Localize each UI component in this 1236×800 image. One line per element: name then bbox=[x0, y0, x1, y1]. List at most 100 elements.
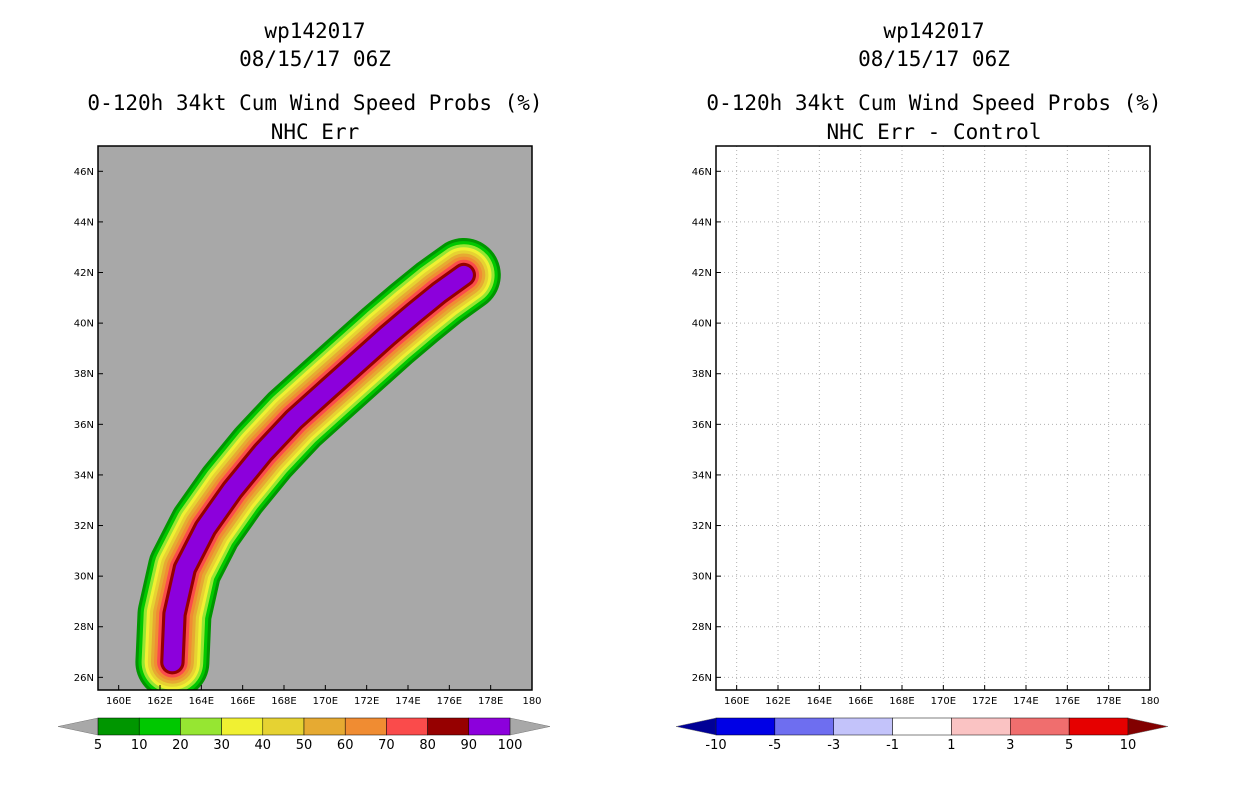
colorbar-label: 10 bbox=[1120, 738, 1137, 753]
colorbar-segment bbox=[97, 717, 140, 736]
colorbar-segment bbox=[427, 717, 470, 736]
y-tick-label: 40N bbox=[692, 319, 712, 330]
right-chart-title: 0-120h 34kt Cum Wind Speed Probs (%) bbox=[706, 91, 1162, 115]
colorbar: 5 10 20 30 40 50 60 70 80 90 100 bbox=[57, 717, 551, 753]
x-tick-label: 166E bbox=[230, 696, 255, 707]
x-tick-label: 164E bbox=[807, 696, 832, 707]
x-tick-label: 166E bbox=[848, 696, 873, 707]
x-tick-label: 174E bbox=[1013, 696, 1038, 707]
y-tick-label: 34N bbox=[692, 470, 712, 481]
x-tick-label: 160E bbox=[724, 696, 749, 707]
colorbar-segment bbox=[180, 717, 222, 736]
right-chart-subtitle: NHC Err - Control bbox=[826, 120, 1042, 144]
x-tick-label: 180 bbox=[1140, 696, 1159, 707]
x-tick-label: 174E bbox=[395, 696, 420, 707]
colorbar-label: -10 bbox=[705, 738, 726, 753]
x-tick-label: 162E bbox=[147, 696, 172, 707]
colorbar-label: -3 bbox=[827, 738, 840, 753]
y-tick-label: 32N bbox=[692, 521, 712, 532]
plot-frame bbox=[97, 145, 533, 691]
x-tick-label: 178E bbox=[478, 696, 503, 707]
contour-90 bbox=[163, 265, 473, 672]
x-tick-label: 162E bbox=[765, 696, 790, 707]
x-tick-label: 172E bbox=[354, 696, 379, 707]
left-storm-id: wp142017 bbox=[264, 19, 366, 43]
x-tick-label: 178E bbox=[1096, 696, 1121, 707]
y-tick-label: 36N bbox=[692, 420, 712, 431]
colorbar-segment bbox=[138, 717, 181, 736]
x-tick-label: 164E bbox=[189, 696, 214, 707]
colorbar-label: 1 bbox=[947, 738, 955, 753]
x-tick-label: 160E bbox=[106, 696, 131, 707]
right-wind-prob-diff-chart: 160E 162E 164E 166E 168E 170E 172E 174E 176E 178E… bbox=[675, 145, 1169, 753]
y-tick-label: 26N bbox=[692, 673, 712, 684]
colorbar: -10 -5 -3 -1 1 3 5 10 bbox=[675, 717, 1169, 753]
x-tick-label: 176E bbox=[1055, 696, 1080, 707]
colorbar-label: 5 bbox=[94, 738, 102, 753]
colorbar-label: 50 bbox=[296, 738, 313, 753]
colorbar-segment bbox=[221, 717, 264, 736]
colorbar-label: 80 bbox=[419, 738, 436, 753]
y-tick-label: 32N bbox=[74, 521, 94, 532]
colorbar-label: 3 bbox=[1006, 738, 1014, 753]
colorbar-label: 10 bbox=[131, 738, 148, 753]
colorbar-label: 30 bbox=[213, 738, 230, 753]
x-tick-label: 170E bbox=[313, 696, 338, 707]
left-datetime: 08/15/17 06Z bbox=[239, 47, 391, 71]
y-tick-label: 36N bbox=[74, 420, 94, 431]
left-chart-title: 0-120h 34kt Cum Wind Speed Probs (%) bbox=[87, 91, 543, 115]
y-tick-label: 28N bbox=[692, 622, 712, 633]
colorbar-label: 5 bbox=[1065, 738, 1073, 753]
colorbar-label: 20 bbox=[172, 738, 189, 753]
y-tick-label: 40N bbox=[74, 319, 94, 330]
colorbar-high-arrow bbox=[509, 717, 551, 736]
colorbar-segment bbox=[951, 717, 1011, 736]
colorbar-segment bbox=[833, 717, 893, 736]
y-tick-label: 28N bbox=[74, 622, 94, 633]
probability-contours bbox=[135, 238, 501, 690]
colorbar-low-arrow bbox=[675, 717, 717, 736]
x-tick-label: 176E bbox=[437, 696, 462, 707]
y-tick-label: 42N bbox=[74, 268, 94, 279]
colorbar-segment bbox=[262, 717, 305, 736]
colorbar-segment bbox=[468, 717, 511, 736]
colorbar-label: -5 bbox=[768, 738, 781, 753]
x-tick-label: 170E bbox=[931, 696, 956, 707]
left-wind-prob-chart: 160E 162E 164E 166E 168E 170E 172E 174E 176E 178E… bbox=[57, 145, 551, 753]
right-storm-id: wp142017 bbox=[883, 19, 985, 43]
colorbar-high-arrow bbox=[1127, 717, 1169, 736]
colorbar-segment bbox=[1068, 717, 1129, 736]
plot-background bbox=[716, 146, 1150, 690]
y-tick-label: 46N bbox=[692, 167, 712, 178]
x-tick-label: 168E bbox=[271, 696, 296, 707]
colorbar-label: -1 bbox=[886, 738, 899, 753]
y-tick-label: 44N bbox=[692, 217, 712, 228]
y-tick-label: 46N bbox=[74, 167, 94, 178]
colorbar-segment bbox=[774, 717, 834, 736]
y-tick-label: 26N bbox=[74, 673, 94, 684]
colorbar-low-arrow bbox=[57, 717, 99, 736]
y-tick-label: 38N bbox=[692, 369, 712, 380]
colorbar-segment bbox=[344, 717, 387, 736]
left-chart-subtitle: NHC Err bbox=[270, 120, 360, 144]
colorbar-label: 70 bbox=[378, 738, 395, 753]
colorbar-segment bbox=[303, 717, 346, 736]
y-tick-label: 30N bbox=[692, 572, 712, 583]
x-tick-label: 168E bbox=[889, 696, 914, 707]
colorbar-segment bbox=[892, 717, 952, 736]
x-tick-label: 180 bbox=[522, 696, 541, 707]
x-tick-label: 172E bbox=[972, 696, 997, 707]
colorbar-segment bbox=[715, 717, 776, 736]
y-tick-label: 34N bbox=[74, 470, 94, 481]
colorbar-label: 40 bbox=[255, 738, 272, 753]
colorbar-label: 60 bbox=[337, 738, 354, 753]
y-tick-label: 42N bbox=[692, 268, 712, 279]
right-datetime: 08/15/17 06Z bbox=[858, 47, 1010, 71]
colorbar-segment bbox=[1010, 717, 1070, 736]
colorbar-label: 90 bbox=[461, 738, 478, 753]
y-tick-label: 38N bbox=[74, 369, 94, 380]
colorbar-label: 100 bbox=[498, 738, 523, 753]
y-tick-label: 30N bbox=[74, 572, 94, 583]
plot-frame bbox=[715, 145, 1151, 691]
colorbar-segment bbox=[386, 717, 428, 736]
